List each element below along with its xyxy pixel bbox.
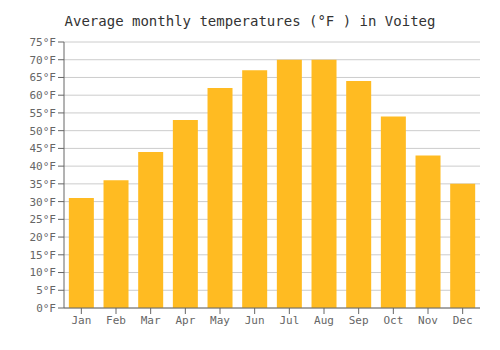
html-text:Average monthly temperatures (: Average monthly temperatures (°F ) in Vo… <box>64 13 436 29</box>
svg-text:20°F: 20°F <box>30 231 57 244</box>
svg-text:70°F: 70°F <box>30 54 57 67</box>
svg-text:75°F: 75°F <box>30 36 57 49</box>
svg-text:Jul: Jul <box>279 314 299 327</box>
svg-text:Feb: Feb <box>106 314 126 327</box>
svg-text:Apr: Apr <box>175 314 195 327</box>
svg-text:Dec: Dec <box>453 314 473 327</box>
svg-text:45°F: 45°F <box>30 142 57 155</box>
svg-text:5°F: 5°F <box>36 284 56 297</box>
svg-text:Sep: Sep <box>349 314 369 327</box>
svg-text:Mar: Mar <box>141 314 161 327</box>
svg-text:30°F: 30°F <box>30 196 57 209</box>
svg-text:65°F: 65°F <box>30 71 57 84</box>
svg-text:May: May <box>210 314 230 327</box>
svg-text:60°F: 60°F <box>30 89 57 102</box>
svg-text:40°F: 40°F <box>30 160 57 173</box>
svg-text:Aug: Aug <box>314 314 334 327</box>
svg-text:Oct: Oct <box>383 314 403 327</box>
svg-text:35°F: 35°F <box>30 178 57 191</box>
svg-text:Jan: Jan <box>71 314 91 327</box>
svg-text:55°F: 55°F <box>30 107 57 120</box>
svg-text:50°F: 50°F <box>30 125 57 138</box>
svg-text:10°F: 10°F <box>30 266 57 279</box>
svg-text:0°F: 0°F <box>36 302 56 315</box>
svg-text:Jun: Jun <box>245 314 265 327</box>
svg-text:25°F: 25°F <box>30 213 57 226</box>
svg-text:15°F: 15°F <box>30 249 57 262</box>
svg-text:Nov: Nov <box>418 314 438 327</box>
